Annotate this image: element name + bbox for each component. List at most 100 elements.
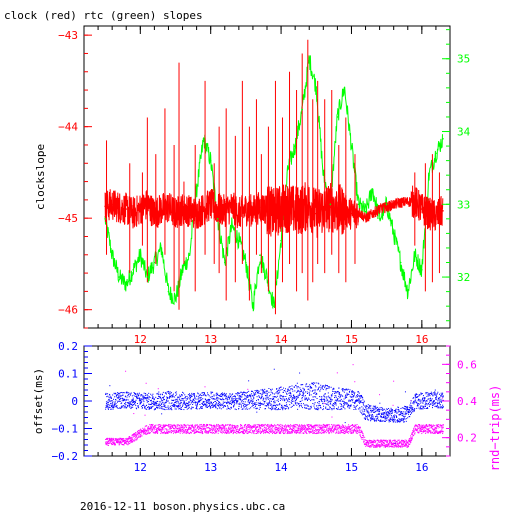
offset-point	[162, 408, 164, 410]
offset-point	[120, 406, 122, 408]
rnd-trip-point	[296, 430, 298, 432]
offset-point	[323, 400, 325, 402]
rnd-trip-point	[392, 446, 394, 448]
offset-point	[264, 400, 266, 402]
rnd-trip-point	[108, 443, 110, 445]
offset-point	[205, 406, 207, 408]
offset-point	[255, 393, 257, 395]
offset-point	[285, 397, 287, 399]
offset-point	[377, 413, 379, 415]
rnd-trip-point	[181, 425, 183, 427]
offset-point	[390, 419, 392, 421]
offset-point	[125, 407, 127, 409]
offset-point	[275, 396, 277, 398]
offset-point	[144, 407, 146, 409]
offset-point	[282, 399, 284, 401]
offset-point	[250, 395, 252, 397]
offset-point	[365, 406, 367, 408]
offset-point	[374, 418, 376, 420]
offset-point	[361, 396, 363, 398]
rnd-trip-point	[422, 425, 424, 427]
offset-point	[236, 401, 238, 403]
rnd-trip-point	[189, 428, 191, 430]
offset-point	[107, 406, 109, 408]
offset-point	[106, 396, 108, 398]
offset-point	[377, 419, 379, 421]
rnd-trip-point	[138, 435, 140, 437]
offset-point	[206, 404, 208, 406]
clock-point	[231, 206, 233, 208]
offset-point	[245, 398, 247, 400]
rnd-trip-point	[213, 429, 215, 431]
offset-point	[397, 420, 399, 422]
rnd-trip-point	[245, 428, 247, 430]
offset-point	[149, 403, 151, 405]
offset-point	[357, 391, 359, 393]
rnd-trip-point	[152, 429, 154, 431]
rnd-trip-point	[166, 430, 168, 432]
offset-point	[164, 404, 166, 406]
offset-point	[272, 397, 274, 399]
rnd-trip-point	[242, 430, 244, 432]
rnd-trip-outlier	[389, 419, 391, 421]
offset-point	[350, 391, 352, 393]
offset-point	[187, 403, 189, 405]
offset-point	[405, 413, 407, 415]
rnd-trip-point	[289, 432, 291, 434]
rnd-trip-point	[167, 432, 169, 434]
rnd-trip-point	[236, 429, 238, 431]
offset-point	[345, 388, 347, 390]
offset-point	[158, 407, 160, 409]
offset-point	[388, 415, 390, 417]
rnd-trip-point	[236, 430, 238, 432]
rnd-trip-point	[249, 429, 251, 431]
rnd-trip-point	[360, 436, 362, 438]
offset-point	[215, 407, 217, 409]
offset-point	[343, 406, 345, 408]
rnd-trip-point	[304, 430, 306, 432]
clock-point	[371, 212, 374, 215]
rnd-trip-point	[126, 440, 128, 442]
offset-point	[335, 392, 337, 394]
rnd-trip-point	[361, 432, 363, 434]
offset-point	[425, 400, 427, 402]
rnd-trip-point	[213, 424, 215, 426]
offset-point	[352, 395, 354, 397]
rnd-trip-point	[147, 432, 149, 434]
rtc-point	[167, 290, 170, 293]
rnd-trip-point	[274, 426, 276, 428]
offset-point	[134, 393, 136, 395]
offset-point	[326, 385, 328, 387]
rnd-trip-point	[152, 428, 154, 430]
offset-point	[207, 400, 209, 402]
offset-point	[296, 402, 298, 404]
rnd-trip-point	[174, 424, 176, 426]
offset-point	[342, 389, 344, 391]
rnd-trip-point	[231, 430, 233, 432]
rnd-trip-point	[383, 439, 385, 441]
offset-point	[251, 394, 253, 396]
offset-point	[341, 408, 343, 410]
rnd-trip-point	[396, 446, 398, 448]
offset-point	[391, 411, 393, 413]
rnd-trip-point	[162, 425, 164, 427]
offset-point	[247, 395, 249, 397]
rnd-trip-point	[283, 430, 285, 432]
rnd-trip-point	[285, 429, 287, 431]
offset-point	[230, 402, 232, 404]
offset-point	[105, 405, 107, 407]
rnd-trip-point	[437, 424, 439, 426]
offset-point	[241, 408, 243, 410]
rnd-trip-point	[199, 426, 201, 428]
clock-point	[414, 200, 416, 203]
rnd-trip-point	[326, 424, 328, 426]
offset-point	[399, 421, 401, 423]
offset-point	[406, 408, 408, 410]
offset-point	[411, 408, 413, 410]
offset-point	[316, 397, 318, 399]
offset-point	[181, 408, 183, 410]
offset-point	[341, 395, 343, 397]
rnd-trip-point	[346, 426, 348, 428]
offset-point	[159, 397, 161, 399]
offset-point	[120, 407, 122, 409]
